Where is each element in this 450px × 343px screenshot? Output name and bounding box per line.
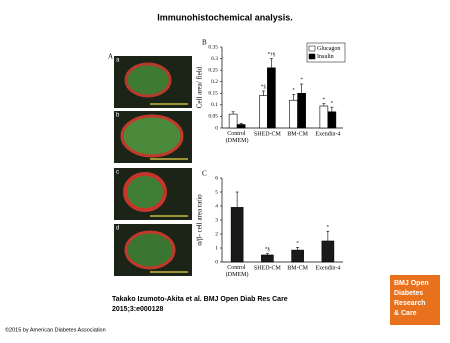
- logo-text: BMJ Open: [394, 280, 429, 287]
- logo-text: & Care: [394, 310, 417, 317]
- logo-text: Research: [394, 300, 426, 307]
- x-tick-line: Control: [227, 131, 247, 137]
- x-tick-label: BM-CM: [287, 131, 308, 137]
- copyright: ©2015 by American Diabetes Association: [5, 326, 106, 333]
- y-tick-label: 6: [215, 175, 218, 181]
- bar: [228, 113, 238, 129]
- islet: [120, 114, 184, 158]
- annotation: *†§: [268, 53, 276, 58]
- panel-label: A: [108, 53, 113, 61]
- x-tick-label: Control (DMEM): [226, 131, 249, 144]
- logo: [390, 275, 440, 325]
- y-tick-label: 5: [215, 189, 218, 195]
- annotation: *: [331, 101, 334, 106]
- y-tick-label: 3: [215, 217, 218, 223]
- image-label: d: [116, 226, 119, 232]
- y-tick-label: 0.05: [208, 114, 218, 120]
- legend-label: Glucagon: [317, 46, 340, 52]
- bar: [261, 254, 274, 263]
- x-tick-label: Exendin-4: [315, 131, 340, 137]
- y-tick-label: 4: [215, 203, 218, 209]
- y-tick-label: 2: [215, 231, 218, 237]
- panel-label: C: [202, 170, 207, 178]
- bar: [289, 99, 298, 129]
- bar: [267, 67, 276, 129]
- bar: [259, 95, 268, 129]
- legend-swatch: [308, 53, 316, 60]
- islet: [124, 230, 176, 270]
- image-label: a: [116, 58, 120, 64]
- bar: [327, 111, 337, 129]
- annotation: *: [300, 78, 303, 83]
- x-tick-label: BM-CM: [287, 265, 308, 271]
- bar: [321, 240, 335, 263]
- y-tick-label: 0.25: [208, 67, 218, 73]
- y-tick-label: 0.1: [211, 102, 218, 108]
- logo-text: Diabetes: [394, 290, 423, 297]
- slide-title: Immunohistochemical analysis.: [157, 12, 293, 22]
- x-tick-label: Exendin-4: [315, 265, 340, 271]
- legend-box: [306, 42, 346, 63]
- bar: [319, 105, 329, 129]
- annotation: *: [327, 225, 330, 230]
- bar: [297, 92, 306, 129]
- x-tick-label: SHED-CM: [254, 265, 282, 271]
- y-tick-label: 0.3: [211, 56, 218, 62]
- y-axis-label: α/β- cell area ratio: [196, 194, 204, 246]
- image-label: b: [116, 113, 120, 119]
- x-tick-label: SHED-CM: [254, 131, 282, 137]
- citation: Takako Izumoto-Akita et al. BMJ Open Dia…: [112, 296, 288, 303]
- annotation: *§: [265, 248, 271, 253]
- y-tick-label: 0.35: [208, 44, 218, 50]
- islet: [123, 172, 167, 212]
- annotation: *§: [261, 85, 267, 90]
- x-tick-line: (DMEM): [226, 271, 249, 278]
- legend-swatch: [308, 45, 316, 52]
- y-tick-label: 0: [215, 125, 218, 131]
- micrographs: [114, 56, 192, 276]
- bar: [230, 207, 244, 263]
- annotation: *: [296, 241, 299, 246]
- bar: [291, 249, 304, 263]
- citation: 2015;3:e000128: [112, 306, 163, 313]
- image-label: c: [116, 170, 119, 176]
- islet: [124, 62, 172, 98]
- panel-label: B: [202, 39, 207, 47]
- y-axis-label: Cell area/ field: [196, 66, 204, 108]
- legend-label: Insulin: [317, 54, 334, 60]
- y-tick-label: 0.2: [211, 79, 218, 85]
- x-tick-line: Control: [227, 265, 247, 271]
- annotation: *: [323, 98, 326, 103]
- y-tick-label: 0: [215, 259, 218, 265]
- y-tick-label: 1: [215, 245, 218, 251]
- x-tick-line: (DMEM): [226, 137, 249, 144]
- y-tick-label: 0.15: [208, 91, 218, 97]
- bar: [236, 124, 246, 129]
- annotation: *: [292, 89, 295, 94]
- x-tick-label: Control (DMEM): [226, 265, 249, 278]
